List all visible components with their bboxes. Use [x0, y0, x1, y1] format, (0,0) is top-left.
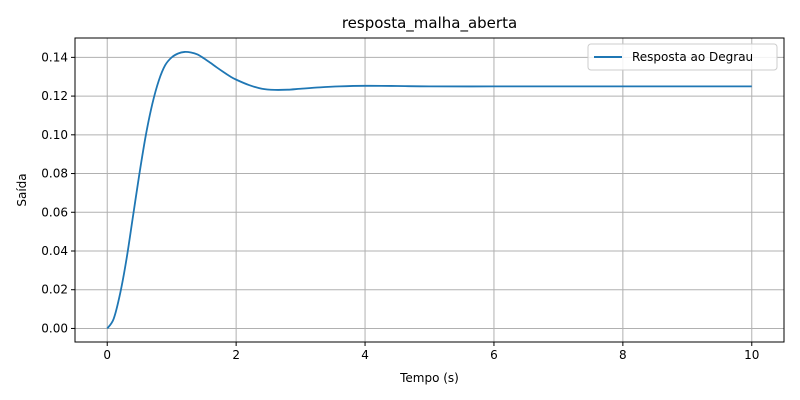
y-tick-label: 0.04 [41, 244, 68, 258]
y-tick-label: 0.06 [41, 205, 68, 219]
x-tick-label: 4 [361, 348, 369, 362]
x-tick-label: 6 [490, 348, 498, 362]
y-tick-label: 0.12 [41, 89, 68, 103]
chart-title: resposta_malha_aberta [342, 14, 517, 33]
y-axis-label: Saída [15, 173, 29, 206]
legend-box [587, 43, 778, 71]
plot-frame [74, 37, 785, 343]
y-tick-label: 0.00 [41, 321, 68, 335]
y-tick-label: 0.02 [41, 283, 68, 297]
legend: Resposta ao Degrau [587, 43, 778, 71]
tick-layer: 0 2 4 6 8 10 0.00 0.02 0.04 0.06 0.08 0.10 0.12 0.14 [41, 50, 759, 362]
legend-label: Resposta ao Degrau [632, 50, 753, 64]
y-tick-label: 0.10 [41, 128, 68, 142]
grid-layer [75, 38, 784, 342]
x-tick-label: 10 [744, 348, 759, 362]
series-line [106, 51, 752, 329]
x-tick-label: 8 [619, 348, 627, 362]
x-tick-label: 2 [232, 348, 240, 362]
y-tick-label: 0.08 [41, 167, 68, 181]
x-axis-label: Tempo (s) [399, 371, 459, 385]
series-layer [106, 51, 752, 329]
y-tick-label: 0.14 [41, 50, 68, 64]
x-tick-label: 0 [103, 348, 111, 362]
